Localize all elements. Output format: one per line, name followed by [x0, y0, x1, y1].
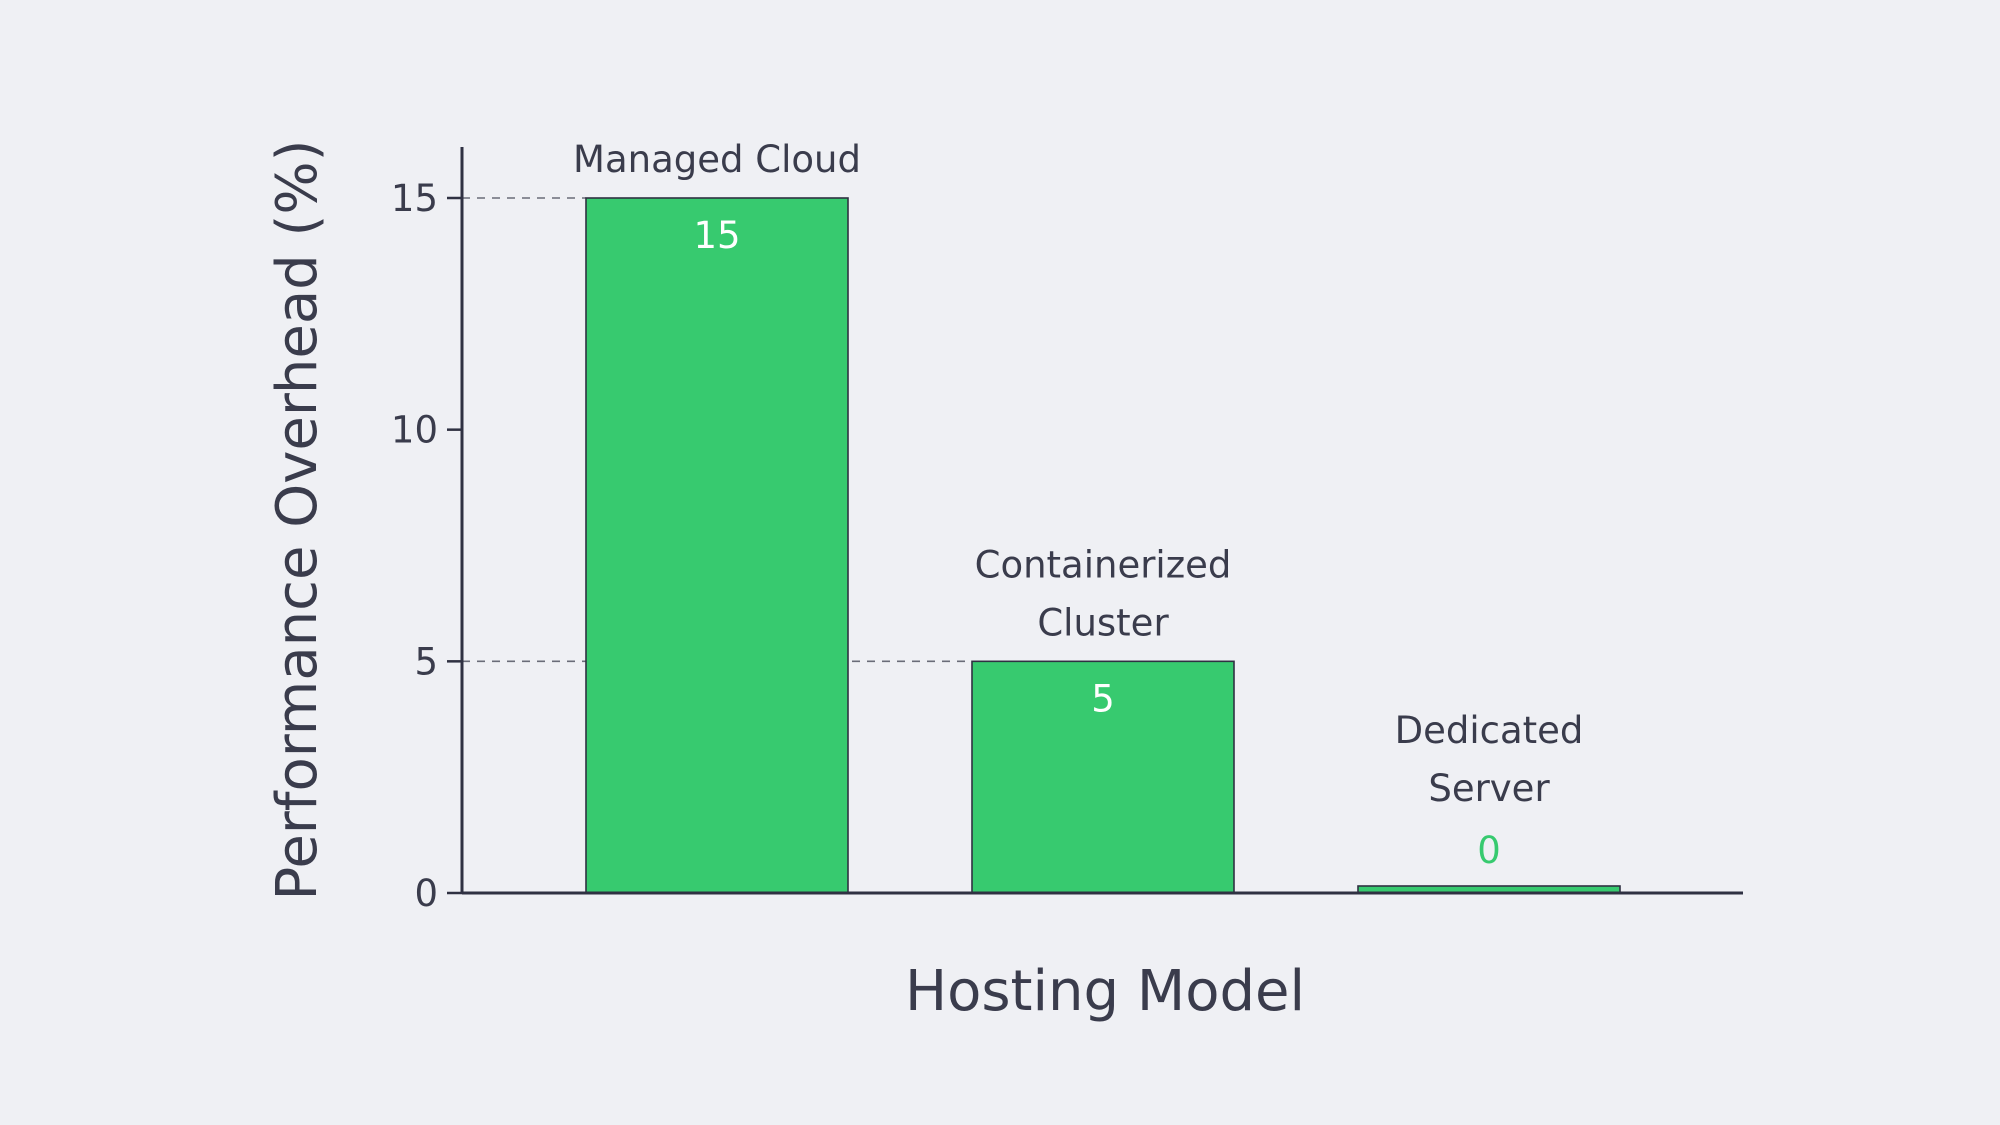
bar-value-label: 5 — [1091, 677, 1115, 720]
bar-labels: 15 Managed Cloud 5 Containerized Cluster 0 Ded… — [573, 138, 1583, 872]
y-tick-label: 15 — [391, 177, 438, 220]
y-axis-ticks: 0 5 10 15 — [391, 177, 462, 915]
x-axis-title: Hosting Model — [905, 959, 1305, 1024]
y-axis-title: Performance Overhead (%) — [265, 140, 330, 901]
bar-value-label: 15 — [693, 214, 740, 257]
bar-category-label: Containerized — [975, 543, 1232, 586]
bars — [585, 197, 1621, 894]
y-tick-label: 5 — [414, 640, 438, 683]
bar-category-label: Cluster — [1037, 601, 1169, 644]
bar-category-label: Dedicated — [1395, 709, 1584, 752]
bar-category-label: Managed Cloud — [573, 138, 861, 181]
bar-value-label: 0 — [1477, 829, 1501, 872]
bar — [585, 197, 849, 894]
bar — [971, 660, 1235, 894]
y-tick-label: 10 — [391, 409, 438, 452]
bar-category-label: Server — [1428, 767, 1550, 810]
y-tick-label: 0 — [414, 872, 438, 915]
